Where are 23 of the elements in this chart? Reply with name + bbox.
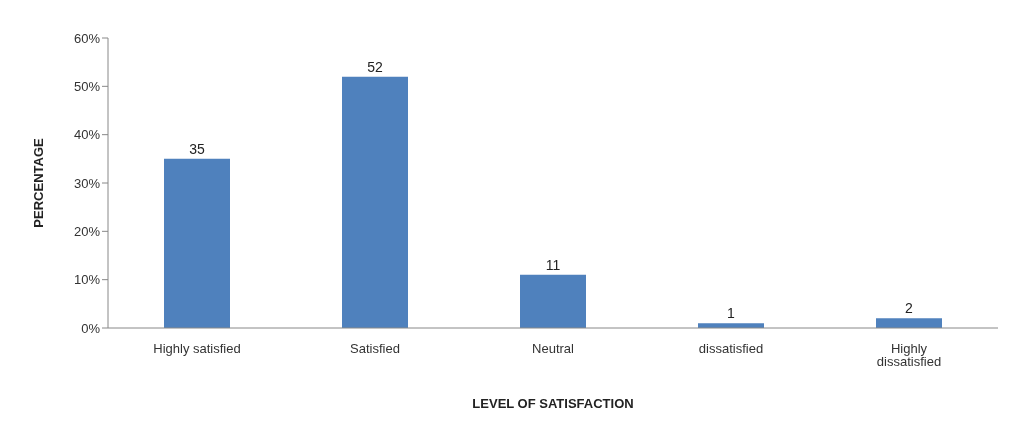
y-tick-label: 60% — [73, 30, 101, 46]
data-label: 1 — [727, 305, 736, 322]
x-tick-label: Highly dissatisfied — [876, 341, 942, 370]
y-tick-label: 30% — [73, 175, 101, 191]
y-tick-label: 50% — [73, 78, 101, 94]
bar — [342, 76, 408, 328]
y-tick-label: 40% — [73, 127, 101, 143]
x-tick-label: Satisfied — [350, 341, 400, 357]
x-tick-label: Highly satisfied — [153, 341, 241, 357]
y-tick-label: 20% — [73, 223, 101, 239]
data-label: 11 — [545, 256, 561, 273]
data-label: 52 — [367, 58, 383, 75]
x-tick-label: Neutral — [532, 341, 575, 357]
bar — [520, 274, 586, 328]
y-axis-title: PERCENTAGE — [30, 138, 46, 228]
data-label: 2 — [905, 300, 914, 317]
bar — [876, 318, 942, 328]
y-tick-label: 10% — [73, 272, 101, 288]
bar — [164, 158, 230, 328]
x-tick-label: dissatisfied — [698, 341, 764, 357]
x-axis-title: LEVEL OF SATISFACTION — [472, 396, 634, 411]
data-label: 35 — [189, 140, 205, 157]
y-tick-label: 0% — [81, 320, 101, 336]
